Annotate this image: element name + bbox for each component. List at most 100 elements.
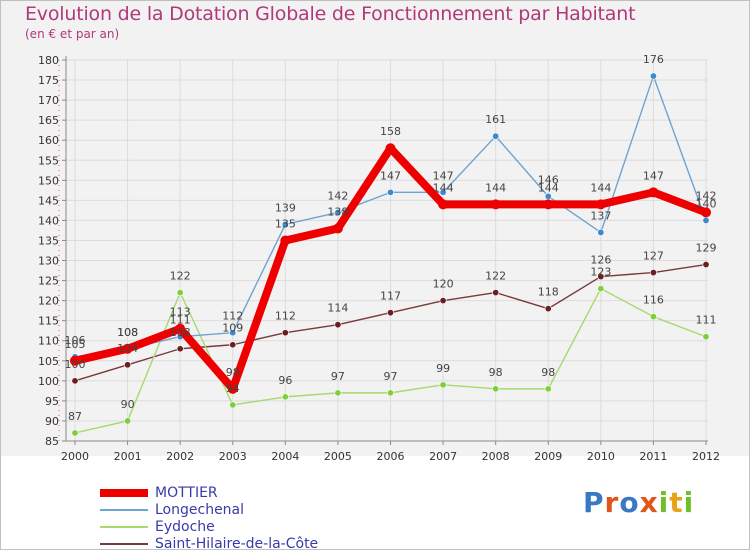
data-label: 161 [485, 113, 506, 126]
logo-letter: P [583, 486, 605, 519]
data-label: 146 [538, 173, 559, 186]
data-label: 120 [433, 278, 454, 291]
data-label: 139 [275, 201, 296, 214]
data-label: 144 [538, 181, 559, 194]
y-tick-label: 110 [38, 335, 59, 348]
data-point [492, 132, 500, 140]
data-label: 98 [541, 366, 555, 379]
data-point [702, 216, 710, 224]
data-label: 123 [590, 266, 611, 279]
data-point [490, 199, 501, 210]
line-chart: 85 90 95 100 105 110 115 120 125 130 135 140 145 150 1… [38, 53, 720, 463]
x-tick-label: 2010 [587, 450, 615, 463]
data-label: 135 [275, 217, 296, 230]
data-label: 105 [65, 338, 86, 351]
data-point [597, 228, 605, 236]
data-label: 109 [222, 322, 243, 335]
y-tick-label: 135 [38, 234, 59, 247]
data-point [71, 377, 79, 385]
data-point [648, 187, 659, 198]
y-tick-label: 85 [45, 435, 59, 448]
data-point [597, 273, 605, 281]
data-point [544, 305, 552, 313]
data-point [280, 235, 291, 246]
data-label: 158 [380, 125, 401, 138]
data-label: 112 [222, 310, 243, 323]
data-point [595, 199, 606, 210]
data-point [175, 323, 186, 334]
data-label: 138 [327, 205, 348, 218]
x-tick-label: 2012 [692, 450, 720, 463]
data-label: 108 [170, 326, 191, 339]
data-label: 111 [696, 314, 717, 327]
data-point [70, 355, 80, 366]
y-tick-label: 120 [38, 295, 59, 308]
data-label: 98 [489, 366, 503, 379]
data-label: 104 [117, 342, 138, 355]
data-label: 147 [433, 169, 454, 182]
data-point [281, 220, 289, 228]
x-tick-label: 2001 [114, 450, 142, 463]
legend-label: MOTTIER [155, 485, 218, 501]
data-point [124, 361, 132, 369]
x-tick-label: 2004 [271, 450, 299, 463]
data-point [649, 72, 657, 80]
data-point [281, 393, 289, 401]
x-tick-label: 2003 [219, 450, 247, 463]
data-label: 98 [226, 366, 240, 379]
legend-swatch [100, 489, 148, 497]
legend-item: MOTTIER [100, 485, 360, 502]
data-label: 118 [538, 286, 559, 299]
legend-label: Longechenal [155, 502, 245, 518]
legend-item: Longechenal [100, 502, 360, 519]
x-tick-label: 2006 [377, 450, 405, 463]
chart-subtitle: (en € et par an) [25, 27, 120, 41]
data-label: 144 [485, 181, 506, 194]
data-label: 137 [590, 209, 611, 222]
data-point [229, 341, 237, 349]
proxiti-logo: Proxiti [583, 486, 694, 519]
data-label: 142 [696, 189, 717, 202]
y-tick-label: 180 [38, 54, 59, 67]
data-point [281, 329, 289, 337]
data-point [385, 143, 396, 154]
data-point [386, 309, 394, 317]
data-point [702, 333, 710, 341]
y-tick-label: 125 [38, 275, 59, 288]
data-point [386, 188, 394, 196]
logo-letter: x [639, 486, 659, 519]
data-label: 111 [170, 314, 191, 327]
data-label: 112 [275, 310, 296, 323]
y-tick-label: 130 [38, 255, 59, 268]
data-label: 94 [226, 382, 240, 395]
y-tick-label: 145 [38, 194, 59, 207]
data-point [543, 199, 554, 210]
data-label: 106 [65, 334, 86, 347]
x-tick-label: 2008 [482, 450, 510, 463]
data-label: 97 [331, 370, 345, 383]
logo-letter: t [669, 486, 684, 519]
data-point [332, 223, 343, 234]
y-tick-label: 165 [38, 114, 59, 127]
chart-legend: MOTTIER Longechenal Eydoche Saint-Hilaire-d… [100, 485, 360, 553]
legend-swatch [100, 526, 148, 528]
x-tick-label: 2007 [429, 450, 457, 463]
data-label: 87 [68, 410, 82, 423]
logo-letter: i [658, 486, 670, 519]
data-label: 117 [380, 290, 401, 303]
legend-item: Eydoche [100, 519, 360, 536]
data-label: 108 [117, 326, 138, 339]
data-label: 144 [433, 181, 454, 194]
data-point [176, 289, 184, 297]
data-point [439, 188, 447, 196]
data-label: 108 [117, 326, 138, 339]
data-point [702, 261, 710, 269]
x-tick-label: 2000 [61, 450, 89, 463]
data-point [227, 383, 238, 394]
chart-title: Evolution de la Dotation Globale de Fonc… [25, 3, 636, 25]
y-tick-label: 160 [38, 134, 59, 147]
y-tick-label: 175 [38, 74, 59, 87]
y-tick-label: 100 [38, 375, 59, 388]
data-point [124, 417, 132, 425]
data-label: 122 [170, 270, 191, 283]
